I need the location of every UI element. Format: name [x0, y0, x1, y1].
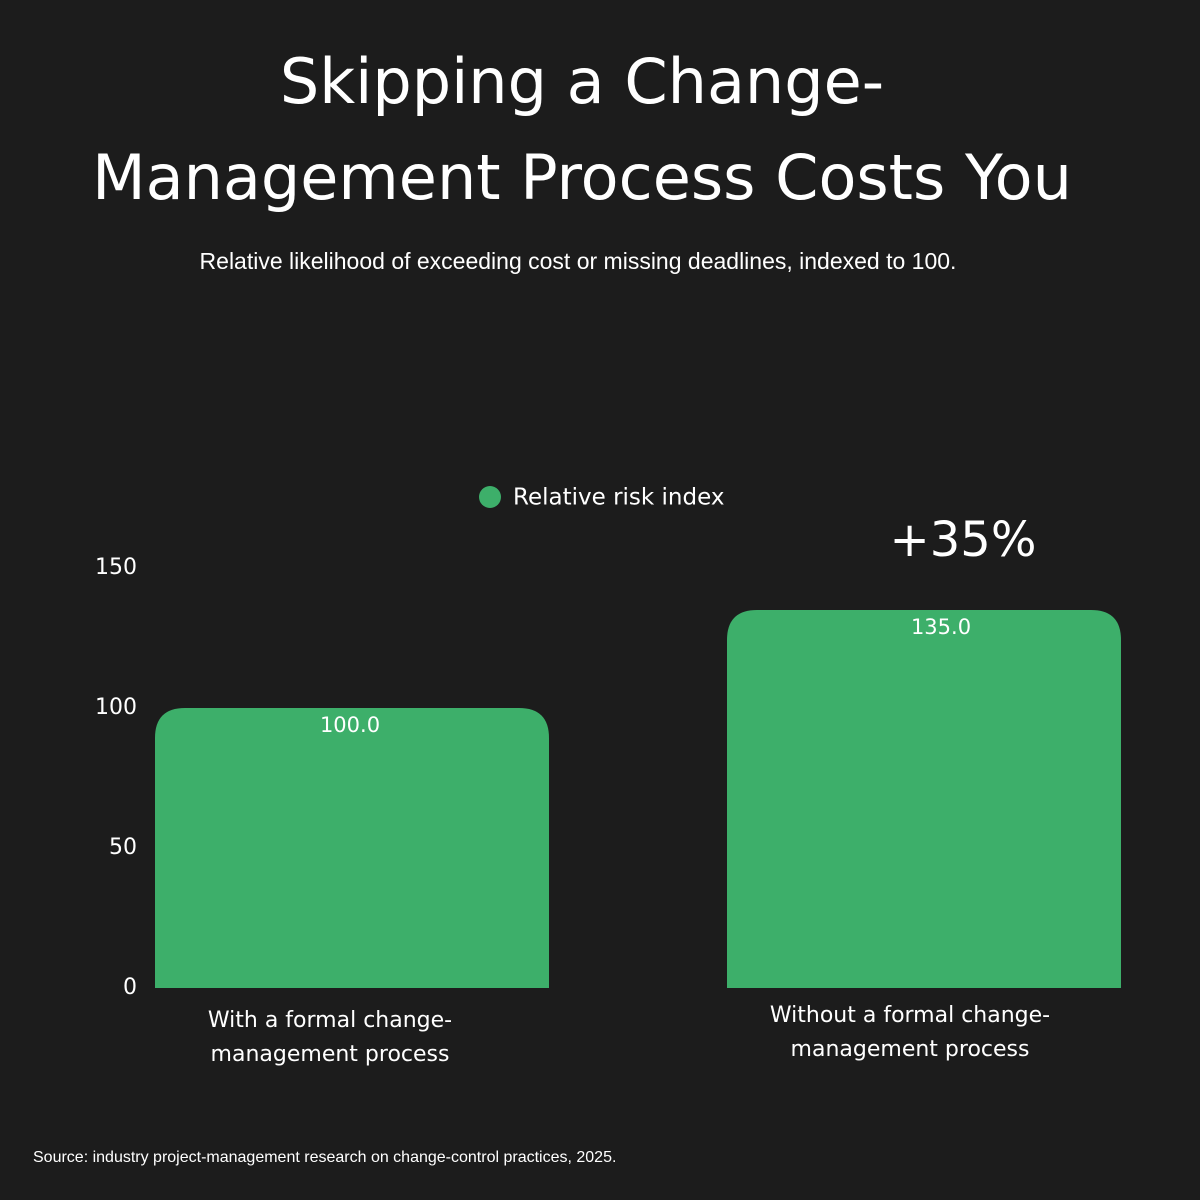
y-tick-label: 0 [123, 975, 137, 1000]
bar [155, 708, 549, 988]
y-tick-label: 150 [95, 555, 137, 580]
y-tick-label: 100 [95, 695, 137, 720]
x-tick-label: With a formal change- [208, 1008, 452, 1033]
subtitle: Relative likelihood of exceeding cost or… [200, 248, 957, 274]
chart-title: Management Process Costs You [92, 141, 1072, 214]
source: Source: industry project-management rese… [33, 1149, 616, 1166]
annotation: +35% [890, 512, 1037, 568]
x-tick-label: management process [791, 1037, 1030, 1062]
x-tick-label: management process [211, 1042, 450, 1067]
value-label: 135.0 [911, 615, 971, 639]
x-tick-label: Without a formal change- [770, 1003, 1050, 1028]
bar [727, 610, 1121, 988]
y-tick-label: 50 [109, 835, 137, 860]
legend-marker [479, 486, 501, 508]
value-label: 100.0 [320, 713, 380, 737]
chart-title: Skipping a Change- [280, 45, 884, 118]
legend-label: Relative risk index [513, 485, 724, 511]
